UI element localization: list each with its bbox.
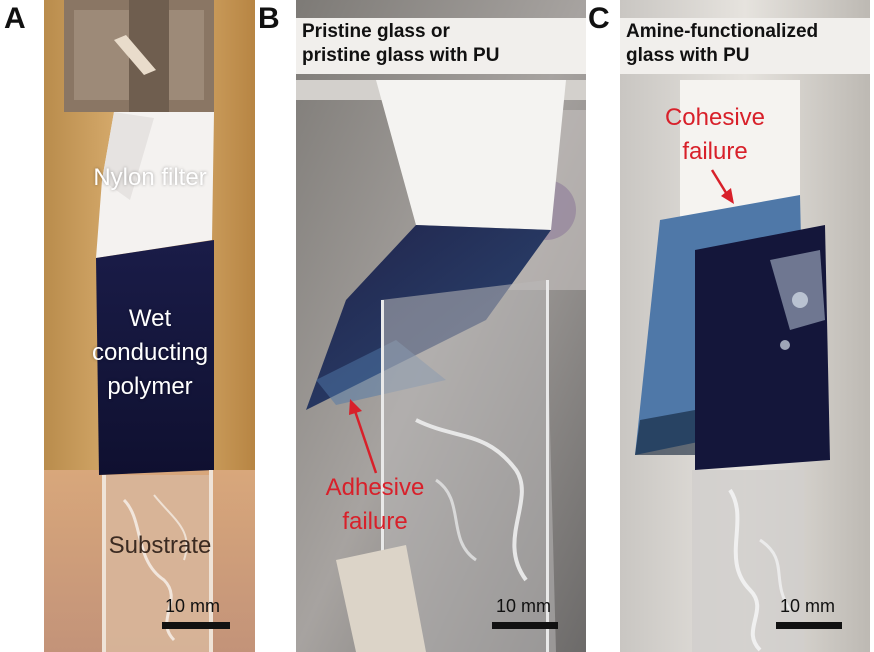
panel-a-letter: A bbox=[4, 2, 26, 35]
cohesive-arrow bbox=[710, 169, 734, 204]
label-adhesive-failure: failure bbox=[342, 508, 408, 535]
panel-b-caption: Pristine glass or pristine glass with PU bbox=[296, 18, 586, 74]
panel-c-caption-line1: Amine-functionalized bbox=[626, 21, 819, 42]
panel-c-scale-text: 10 mm bbox=[780, 596, 836, 616]
label-substrate: Substrate bbox=[108, 532, 212, 559]
panel-c-caption-line2: glass with PU bbox=[626, 45, 750, 66]
panel-a-scale-bar bbox=[162, 622, 230, 629]
panel-a-photo bbox=[44, 0, 255, 652]
panel-b-letter: B bbox=[258, 2, 280, 35]
panel-c-photo bbox=[620, 0, 870, 652]
panel-b-image bbox=[296, 0, 586, 652]
panel-c-caption: Amine-functionalized glass with PU bbox=[620, 18, 870, 74]
panel-c-letter: C bbox=[588, 2, 610, 35]
panel-c-scale-bar bbox=[776, 622, 842, 629]
panel-b-caption-line2: pristine glass with PU bbox=[302, 45, 500, 66]
panel-b-photo bbox=[296, 0, 586, 652]
label-nylon-filter: Nylon filter bbox=[93, 164, 207, 191]
label-adhesive: Adhesive bbox=[325, 474, 425, 501]
panel-b-scale-text: 10 mm bbox=[496, 596, 552, 616]
label-cohesive: Cohesive bbox=[664, 104, 766, 131]
panel-b-caption-line1: Pristine glass or bbox=[302, 21, 450, 42]
label-cohesive-failure: failure bbox=[682, 138, 748, 165]
label-wet: Wet bbox=[128, 305, 172, 332]
label-conducting: conducting bbox=[91, 339, 209, 366]
panel-a-image bbox=[44, 0, 255, 652]
adhesive-arrow bbox=[349, 399, 378, 474]
panel-b-scale-bar bbox=[492, 622, 558, 629]
panel-a-scale-text: 10 mm bbox=[165, 596, 221, 616]
label-polymer: polymer bbox=[107, 373, 193, 400]
panel-c-image bbox=[620, 0, 870, 652]
